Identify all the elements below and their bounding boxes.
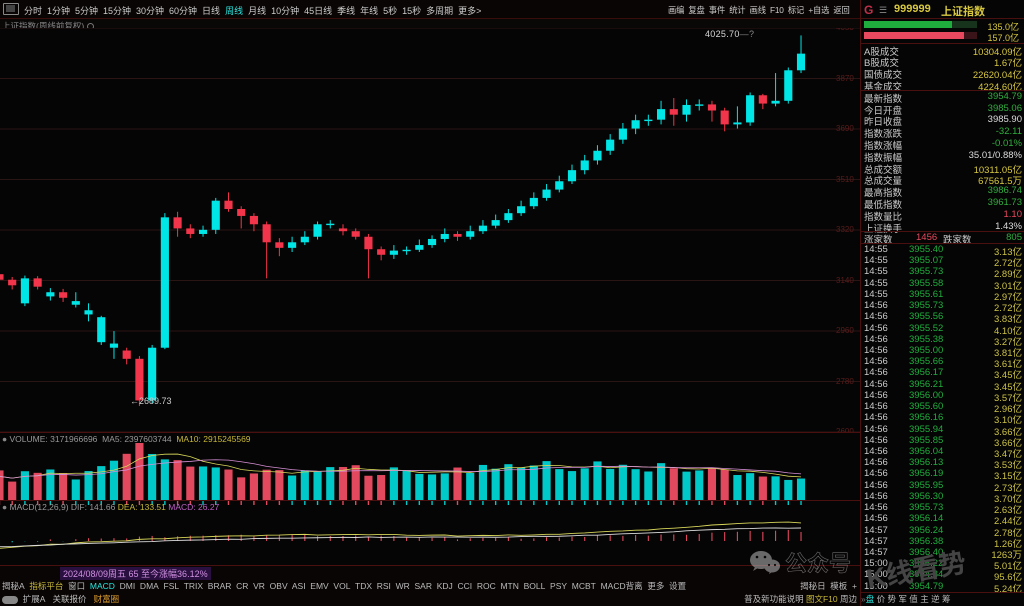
svg-text:公众号: 公众号 bbox=[785, 548, 851, 578]
